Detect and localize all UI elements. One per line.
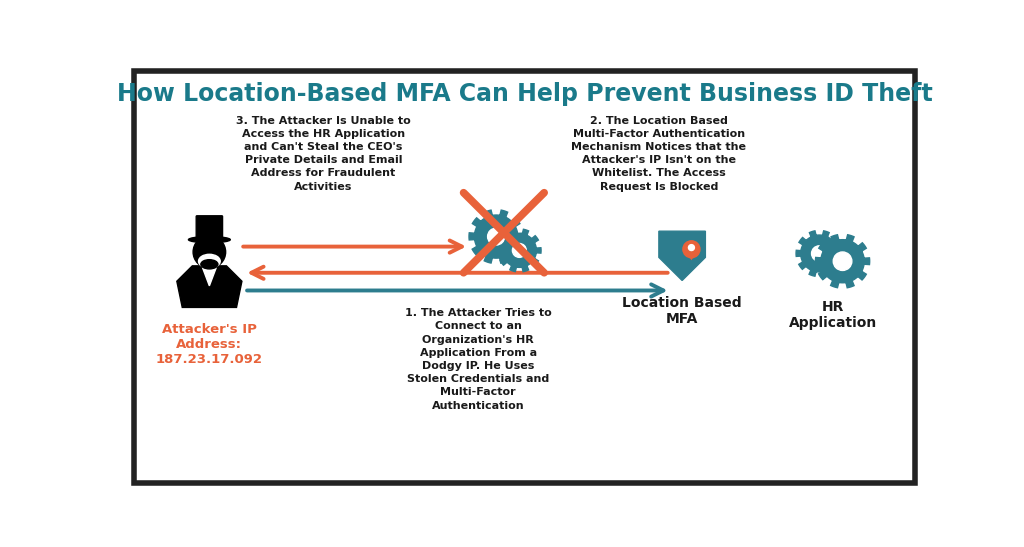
Ellipse shape — [201, 260, 218, 269]
Circle shape — [194, 236, 225, 268]
Polygon shape — [469, 210, 523, 263]
Polygon shape — [658, 231, 706, 281]
Polygon shape — [685, 251, 697, 260]
FancyBboxPatch shape — [197, 216, 222, 241]
Ellipse shape — [188, 237, 230, 243]
Circle shape — [512, 243, 526, 258]
Polygon shape — [815, 235, 869, 288]
Text: 2. The Location Based
Multi-Factor Authentication
Mechanism Notices that the
Att: 2. The Location Based Multi-Factor Authe… — [571, 115, 746, 191]
Text: Attacker's IP
Address:
187.23.17.092: Attacker's IP Address: 187.23.17.092 — [156, 323, 263, 366]
Polygon shape — [177, 266, 242, 307]
Ellipse shape — [199, 254, 220, 268]
Text: 1. The Attacker Tries to
Connect to an
Organization's HR
Application From a
Dodg: 1. The Attacker Tries to Connect to an O… — [404, 308, 552, 411]
Polygon shape — [203, 267, 216, 286]
FancyBboxPatch shape — [134, 71, 915, 483]
Text: Location Based
MFA: Location Based MFA — [623, 296, 742, 326]
Circle shape — [683, 241, 700, 258]
Polygon shape — [796, 231, 843, 276]
Circle shape — [487, 228, 505, 245]
Circle shape — [834, 252, 852, 270]
Circle shape — [812, 246, 827, 261]
Text: How Location-Based MFA Can Help Prevent Business ID Theft: How Location-Based MFA Can Help Prevent … — [117, 82, 933, 106]
Polygon shape — [498, 229, 541, 272]
Circle shape — [688, 245, 694, 251]
Text: 3. The Attacker Is Unable to
Access the HR Application
and Can't Steal the CEO's: 3. The Attacker Is Unable to Access the … — [236, 115, 411, 191]
Text: HR
Application: HR Application — [790, 300, 878, 330]
